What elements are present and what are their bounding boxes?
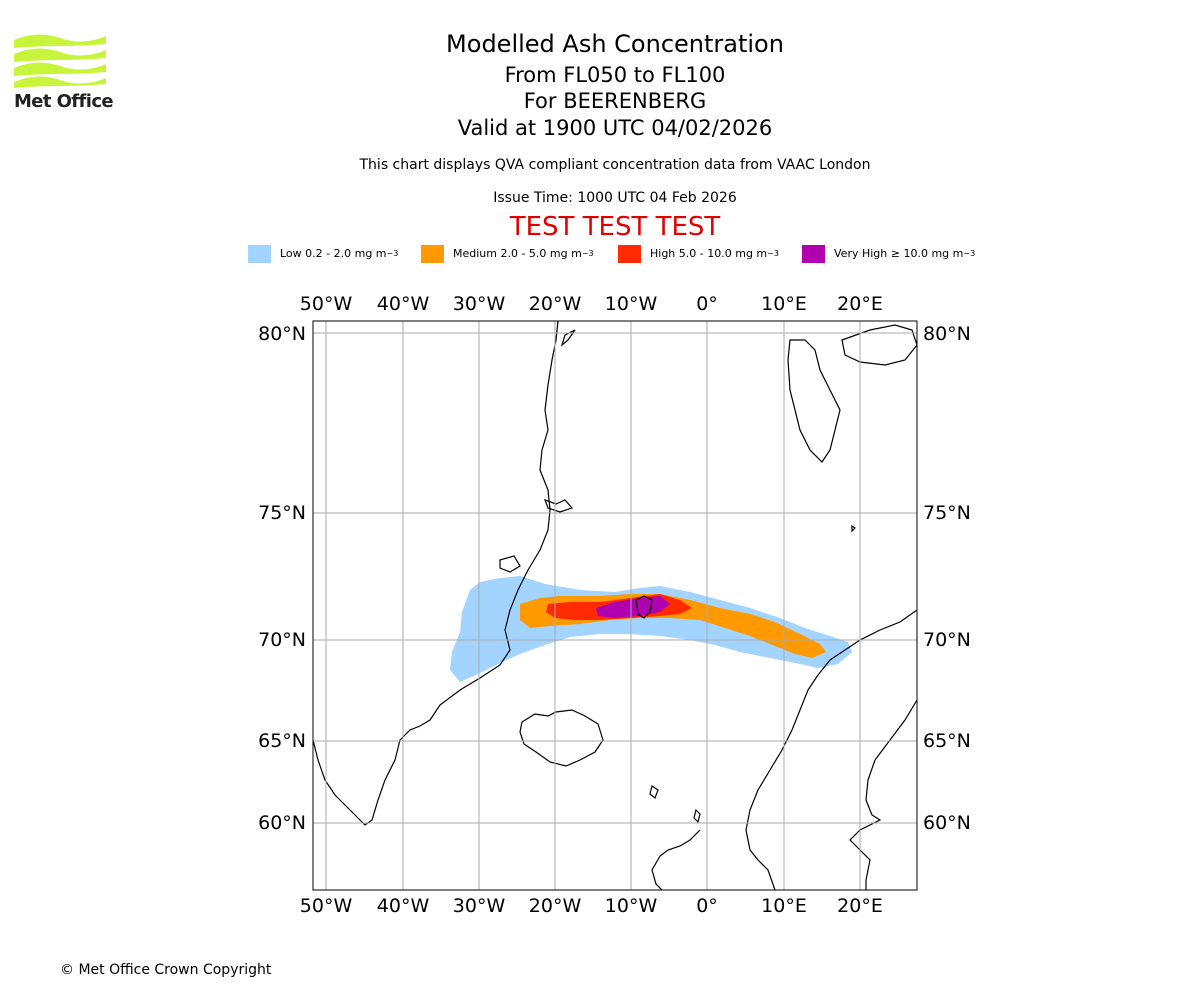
test-banner: TEST TEST TEST — [509, 212, 721, 242]
met-office-logo-text: Met Office — [14, 91, 114, 112]
lon-label: 10°E — [761, 293, 807, 315]
scotland-coast — [651, 829, 701, 890]
legend-unit-exp-medium: −3 — [581, 249, 594, 258]
legend-swatch-low — [248, 244, 271, 263]
lon-label: 20°E — [837, 293, 883, 315]
met-office-logo-waves — [14, 34, 106, 88]
copyright-notice: © Met Office Crown Copyright — [60, 962, 272, 978]
graticule — [313, 321, 917, 890]
legend-item-high: High 5.0 - 10.0 mg m −3 — [618, 244, 779, 263]
legend-item-very-high: Very High ≥ 10.0 mg m −3 — [802, 244, 975, 263]
map-content — [313, 321, 917, 890]
legend-swatch-high — [618, 244, 641, 263]
lon-label: 10°W — [605, 895, 658, 917]
lon-label: 30°W — [453, 895, 506, 917]
legend-label-medium: Medium 2.0 - 5.0 mg m — [453, 247, 582, 260]
legend-item-low: Low 0.2 - 2.0 mg m −3 — [248, 244, 398, 263]
lon-label: 10°W — [605, 293, 658, 315]
ash-low-area — [450, 576, 852, 682]
lon-labels-top: 50°W 40°W 30°W 20°W 10°W 0° 10°E 20°E — [300, 293, 883, 315]
map-frame — [312, 320, 918, 891]
lat-label: 60°N — [258, 812, 306, 834]
legend-label-high: High 5.0 - 10.0 mg m — [650, 247, 768, 260]
legend-label-very-high: Very High ≥ 10.0 mg m — [834, 247, 964, 260]
lon-label: 40°W — [377, 895, 430, 917]
iceland-coast — [519, 709, 604, 767]
legend-unit-exp-very-high: −3 — [963, 249, 976, 258]
lat-label: 70°N — [923, 629, 971, 651]
issue-time: Issue Time: 1000 UTC 04 Feb 2026 — [493, 190, 737, 206]
lon-labels-bottom: 50°W 40°W 30°W 20°W 10°W 0° 10°E 20°E — [300, 895, 883, 917]
legend-swatch-medium — [421, 244, 444, 263]
legend-unit-exp-high: −3 — [767, 249, 779, 258]
valid-time: Valid at 1900 UTC 04/02/2026 — [457, 116, 773, 140]
chart-title: Modelled Ash Concentration — [446, 30, 784, 58]
lon-label: 10°E — [761, 895, 807, 917]
lat-labels-left: 80°N 75°N 70°N 65°N 60°N — [258, 323, 306, 834]
lon-label: 40°W — [377, 293, 430, 315]
qva-notice: This chart displays QVA compliant concen… — [359, 157, 871, 173]
lon-label: 20°W — [529, 895, 582, 917]
volcano-name: For BEERENBERG — [523, 89, 707, 113]
lat-label: 80°N — [923, 323, 971, 345]
lon-label: 20°E — [837, 895, 883, 917]
lon-label: 50°W — [300, 895, 353, 917]
legend-label-low: Low 0.2 - 2.0 mg m — [280, 247, 387, 260]
lon-label: 0° — [696, 293, 718, 315]
jan-mayen-coast — [635, 595, 653, 619]
lat-label: 65°N — [923, 730, 971, 752]
flight-level-range: From FL050 to FL100 — [504, 63, 726, 87]
lat-labels-right: 80°N 75°N 70°N 65°N 60°N — [923, 323, 971, 834]
lon-label: 20°W — [529, 293, 582, 315]
lon-label: 0° — [696, 895, 718, 917]
legend-item-medium: Medium 2.0 - 5.0 mg m −3 — [421, 244, 594, 263]
lat-label: 80°N — [258, 323, 306, 345]
lat-label: 75°N — [258, 502, 306, 524]
svalbard-coast — [787, 339, 841, 463]
lat-label: 60°N — [923, 812, 971, 834]
lat-label: 65°N — [258, 730, 306, 752]
legend-swatch-very-high — [802, 244, 825, 263]
lon-label: 30°W — [453, 293, 506, 315]
lat-label: 70°N — [258, 629, 306, 651]
lat-label: 75°N — [923, 502, 971, 524]
lon-label: 50°W — [300, 293, 353, 315]
legend-unit-exp-low: −3 — [386, 249, 399, 258]
